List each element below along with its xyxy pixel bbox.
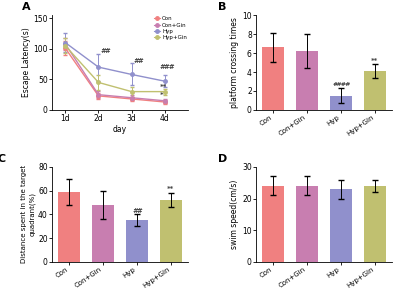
X-axis label: day: day [113,125,127,134]
Text: C: C [0,154,6,164]
Text: B: B [218,2,226,12]
Bar [160,200,182,262]
Text: ##: ## [133,58,143,64]
Bar [364,71,386,110]
Y-axis label: Escape Latency(s): Escape Latency(s) [22,28,30,98]
Text: A: A [22,2,31,12]
Bar [92,205,114,262]
Text: ###: ### [160,64,174,70]
Text: ##: ## [100,48,110,54]
Text: ##: ## [132,208,142,214]
Text: **: ** [167,186,174,192]
Bar [296,186,318,262]
Text: **: ** [160,84,167,89]
Text: *: * [160,92,164,98]
Text: **: ** [371,58,378,64]
Bar [364,186,386,262]
Legend: Con, Con+Gin, Hyp, Hyp+Gin: Con, Con+Gin, Hyp, Hyp+Gin [154,16,187,40]
Bar [330,189,352,262]
Text: D: D [218,154,227,164]
Bar [330,96,352,110]
Bar [262,186,284,262]
Bar [262,47,284,110]
Bar [296,51,318,110]
Text: ####: #### [332,82,350,87]
Bar [58,192,80,262]
Y-axis label: Distance spent in the target
quadrant(%): Distance spent in the target quadrant(%) [21,165,35,263]
Bar [126,220,148,262]
Y-axis label: platform crossing times: platform crossing times [230,17,240,108]
Y-axis label: swim speed(cm/s): swim speed(cm/s) [230,180,239,249]
